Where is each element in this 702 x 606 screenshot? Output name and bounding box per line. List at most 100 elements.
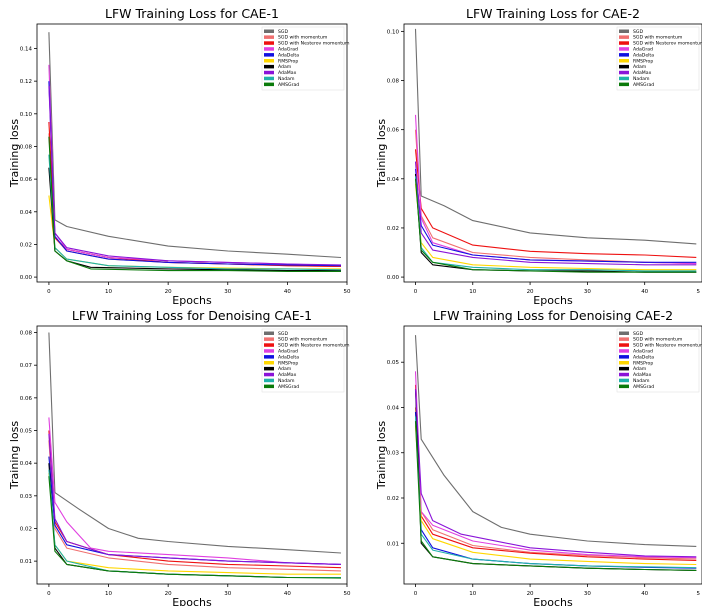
series-line-sgd-with-nesterov-momentum <box>48 430 342 569</box>
legend-swatch <box>264 70 274 75</box>
legend-swatch <box>619 53 629 57</box>
legend-swatch <box>619 64 629 69</box>
legend-swatch <box>264 29 274 33</box>
x-tick-label: 0 <box>414 591 418 597</box>
y-tick-label: 0.08 <box>387 79 400 85</box>
series-line-adam <box>414 389 697 571</box>
y-tick-label: 0.05 <box>387 360 400 366</box>
x-tick-label: 40 <box>284 289 291 295</box>
series-line-adagrad <box>48 64 342 267</box>
series-line-adam <box>48 463 341 579</box>
series-line-adadelta <box>48 81 342 267</box>
legend-swatch <box>619 372 629 377</box>
x-axis-label: Epochs <box>172 294 212 307</box>
y-tick-label: 0.14 <box>20 46 33 52</box>
legend-swatch <box>619 361 629 365</box>
legend-box <box>616 26 700 91</box>
series-line-sgd <box>48 332 342 554</box>
legend-swatch <box>264 53 274 57</box>
legend-label: RMSProp <box>278 360 298 366</box>
series-line-adagrad <box>414 371 697 559</box>
legend-swatch <box>619 70 629 75</box>
y-axis-label: Training loss <box>8 119 21 188</box>
legend-label: AMSGrad <box>278 384 299 390</box>
chart-title: LFW Training Loss for CAE-2 <box>466 6 640 21</box>
legend-swatch <box>264 361 274 365</box>
series-line-sgd-with-momentum <box>48 133 342 268</box>
legend-swatch <box>264 331 274 335</box>
legend-label: AMSGrad <box>633 82 654 88</box>
series-line-amsgrad <box>48 476 342 579</box>
x-tick-label: 0 <box>47 289 51 295</box>
y-tick-label: 0.08 <box>20 331 33 337</box>
y-tick-label: 0.12 <box>20 79 32 85</box>
chart-title: LFW Training Loss for CAE-1 <box>105 6 279 21</box>
legend-swatch <box>619 29 629 33</box>
legend-swatch <box>619 384 629 389</box>
legend-swatch <box>264 59 274 63</box>
y-tick-label: 0.10 <box>20 112 33 118</box>
axes-frame <box>403 325 702 585</box>
x-tick-label: 50 <box>344 289 351 295</box>
legend-label: RMSProp <box>278 58 298 64</box>
series-line-adamax <box>414 389 697 558</box>
y-axis-label: Training loss <box>375 421 388 490</box>
axes-frame <box>36 325 348 585</box>
legend-label: AdaMax <box>278 70 297 76</box>
legend-label: SGD <box>633 331 643 337</box>
x-tick-label: 40 <box>641 591 648 597</box>
x-tick-label: 0 <box>47 591 51 597</box>
legend-label: Nadam <box>278 378 295 384</box>
y-axis-label: Training loss <box>375 119 388 188</box>
legend-label: AdaDelta <box>633 52 654 58</box>
legend-swatch <box>264 64 274 69</box>
legend-label: SGD with momentum <box>278 337 328 343</box>
legend-swatch <box>619 378 629 383</box>
legend-box <box>616 328 700 393</box>
series-line-sgd-with-nesterov-momentum <box>48 121 342 268</box>
x-tick-label-edge: 5 <box>697 591 701 597</box>
x-tick-label: 30 <box>584 289 591 295</box>
series-line-adamax <box>48 433 342 565</box>
legend-label: AdaGrad <box>278 349 298 355</box>
y-tick-label: 0.00 <box>20 275 33 281</box>
series-line-sgd-with-momentum <box>414 407 697 560</box>
x-tick-label: 20 <box>165 591 172 597</box>
legend-box <box>261 328 345 393</box>
x-tick-label: 10 <box>469 289 476 295</box>
legend-label: AMSGrad <box>278 82 299 88</box>
chart-title: LFW Training Loss for Denoising CAE-2 <box>433 308 673 323</box>
legend-label: SGD <box>278 29 288 35</box>
series-line-adamax <box>48 86 342 266</box>
legend-label: AdaGrad <box>633 47 653 53</box>
legend-label: SGD with Nesterov momentum <box>278 41 350 47</box>
y-tick-label: 0.06 <box>387 128 400 134</box>
legend-label: RMSProp <box>633 360 653 366</box>
legend-label: Adam <box>278 64 292 70</box>
legend-label: Adam <box>633 366 647 372</box>
legend-label: SGD with momentum <box>633 35 683 41</box>
x-tick-label: 10 <box>105 591 112 597</box>
y-tick-label: 0.05 <box>20 429 33 435</box>
y-tick-label: 0.01 <box>20 559 32 565</box>
legend-swatch <box>619 35 629 39</box>
legend-label: RMSProp <box>633 58 653 64</box>
chart-panel-1: LFW Training Loss for CAE-1 0 10 20 30 40 50 0.… <box>8 6 351 307</box>
series-line-rmsprop <box>414 183 697 271</box>
y-tick-label: 0.07 <box>20 363 33 369</box>
x-tick-label: 10 <box>469 591 476 597</box>
legend-swatch <box>619 343 629 347</box>
series-line-nadam <box>48 469 341 579</box>
series-line-adagrad <box>48 417 342 565</box>
y-tick-label: 0.02 <box>20 242 32 248</box>
legend-swatch <box>264 41 274 45</box>
series-line-sgd-with-momentum <box>48 440 342 572</box>
legend-label: SGD with Nesterov momentum <box>633 343 702 349</box>
legend-label: AdaDelta <box>633 354 654 360</box>
legend-label: AdaDelta <box>278 354 299 360</box>
legend-swatch <box>619 331 629 335</box>
